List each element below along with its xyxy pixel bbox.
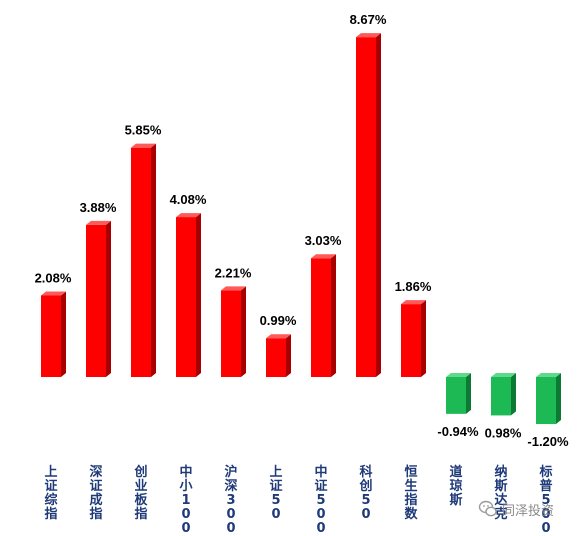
bar-7 [311, 254, 336, 377]
bar-side [286, 334, 291, 377]
bar-front [311, 258, 331, 377]
category-label-9: 恒生指数 [404, 465, 418, 522]
bar-side [61, 291, 66, 377]
category-label-2: 深证成指 [89, 465, 103, 522]
category-label-3: 创业板指 [134, 465, 148, 522]
bar-top [491, 373, 516, 377]
bar-top [266, 334, 291, 339]
bar-side [421, 300, 426, 377]
bar-front [536, 377, 556, 425]
data-label-11: 0.98% [485, 425, 522, 440]
bar-front [41, 295, 61, 377]
bar-top [356, 33, 381, 38]
bar-side [106, 220, 111, 377]
category-label-8: 科创50 [359, 465, 373, 522]
data-label-6: 0.99% [260, 313, 297, 328]
bar-side [556, 373, 561, 425]
bar-2 [86, 220, 111, 377]
category-label-7: 中证500 [314, 465, 328, 536]
category-label-11: 纳斯达克 [494, 465, 508, 522]
bar-top [311, 254, 336, 259]
bar-front [401, 304, 421, 377]
category-label-12: 标普500 [539, 465, 553, 536]
bar-1 [41, 291, 66, 377]
bar-11 [491, 373, 516, 416]
bar-side [376, 33, 381, 378]
bar-side [511, 373, 516, 416]
category-label-6: 上证50 [269, 465, 283, 522]
data-label-2: 3.88% [80, 200, 117, 215]
bar-top [86, 220, 111, 225]
bar-side [466, 373, 471, 414]
bar-front [176, 217, 196, 377]
bar-9 [401, 300, 426, 377]
bar-top [176, 213, 201, 218]
bar-12 [536, 373, 561, 425]
bar-top [446, 373, 471, 377]
bar-front [491, 377, 511, 416]
bar-top [221, 286, 246, 291]
bar-3 [131, 143, 156, 377]
bar-front [86, 224, 106, 377]
bar-side [151, 143, 156, 377]
data-label-9: 1.86% [395, 279, 432, 294]
watermark: 同泽投资 [478, 497, 554, 521]
bar-10 [446, 373, 471, 414]
watermark-text: 同泽投资 [502, 503, 555, 519]
bar-top [41, 291, 66, 296]
category-label-10: 道琼斯 [449, 465, 463, 508]
bar-8 [356, 33, 381, 378]
data-label-12: -1.20% [527, 434, 569, 449]
data-label-4: 4.08% [170, 192, 207, 207]
bar-front [131, 147, 151, 377]
data-label-7: 3.03% [305, 233, 342, 248]
bar-top [401, 300, 426, 305]
category-label-1: 上证综指 [44, 465, 58, 522]
category-label-5: 沪深300 [224, 465, 238, 536]
bar-side [196, 213, 201, 377]
bar-6 [266, 334, 291, 377]
data-label-1: 2.08% [35, 270, 72, 285]
bar-front [446, 377, 466, 414]
wechat-logo-icon [478, 500, 497, 517]
data-label-8: 8.67% [350, 12, 387, 27]
bar-side [331, 254, 336, 377]
bar-top [131, 143, 156, 148]
category-label-4: 中小100 [179, 465, 193, 536]
bar-front [221, 290, 241, 377]
bar-front [356, 37, 376, 378]
bar-top [536, 373, 561, 377]
bar-5 [221, 286, 246, 377]
bar-side [241, 286, 246, 377]
data-label-5: 2.21% [215, 265, 252, 280]
bar-front [266, 338, 286, 377]
bar-4 [176, 213, 201, 377]
data-label-3: 5.85% [125, 123, 162, 138]
data-label-10: -0.94% [437, 424, 479, 439]
